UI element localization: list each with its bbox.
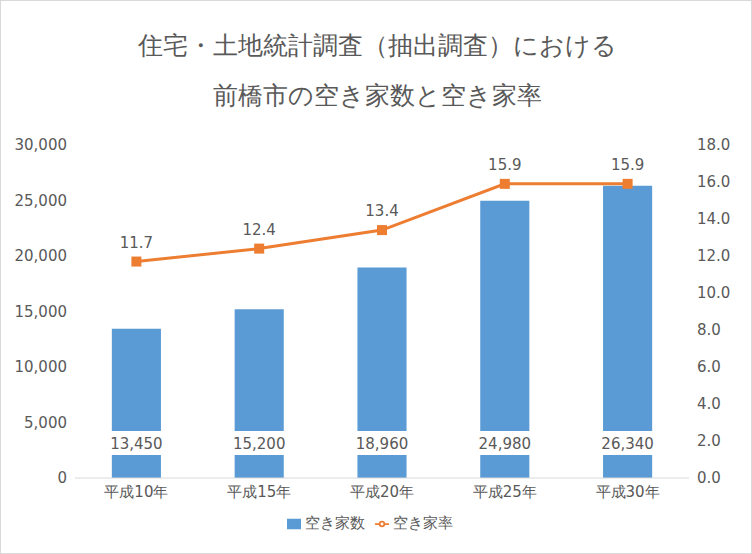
svg-text:26,340: 26,340 <box>601 435 654 453</box>
svg-text:8.0: 8.0 <box>697 321 721 339</box>
svg-text:15,000: 15,000 <box>15 303 68 321</box>
svg-text:13.4: 13.4 <box>365 202 398 220</box>
html-text:住宅・土地統計調査（抽出調査）における: 住宅・土地統計調査（抽出調査）における <box>137 31 617 60</box>
svg-text:平成20年: 平成20年 <box>350 483 414 501</box>
svg-text:5,000: 5,000 <box>24 414 67 432</box>
svg-text:10,000: 10,000 <box>15 358 68 376</box>
svg-text:15,200: 15,200 <box>233 435 286 453</box>
svg-text:6.0: 6.0 <box>697 358 721 376</box>
svg-text:平成25年: 平成25年 <box>473 483 537 501</box>
html-text:空き家率: 空き家率 <box>393 514 453 532</box>
svg-text:30,000: 30,000 <box>15 136 68 154</box>
svg-text:12.4: 12.4 <box>242 221 275 239</box>
svg-text:平成30年: 平成30年 <box>596 483 660 501</box>
svg-text:0: 0 <box>57 469 67 487</box>
svg-text:18.0: 18.0 <box>697 136 730 154</box>
svg-text:25,000: 25,000 <box>15 192 68 210</box>
svg-text:0.0: 0.0 <box>697 469 721 487</box>
html-text:前橋市の空き家数と空き家率: 前橋市の空き家数と空き家率 <box>212 81 542 110</box>
svg-text:18,960: 18,960 <box>356 435 409 453</box>
svg-text:16.0: 16.0 <box>697 173 730 191</box>
svg-text:平成10年: 平成10年 <box>104 483 168 501</box>
svg-text:平成15年: 平成15年 <box>227 483 291 501</box>
html-text:空き家数: 空き家数 <box>305 514 365 532</box>
svg-text:11.7: 11.7 <box>120 234 153 252</box>
svg-text:12.0: 12.0 <box>697 247 730 265</box>
svg-text:24,980: 24,980 <box>479 435 532 453</box>
svg-text:20,000: 20,000 <box>15 247 68 265</box>
svg-text:10.0: 10.0 <box>697 284 730 302</box>
svg-text:2.0: 2.0 <box>697 432 721 450</box>
svg-text:4.0: 4.0 <box>697 395 721 413</box>
svg-text:15.9: 15.9 <box>488 156 521 174</box>
svg-text:15.9: 15.9 <box>611 156 644 174</box>
svg-text:13,450: 13,450 <box>110 435 163 453</box>
svg-text:14.0: 14.0 <box>697 210 730 228</box>
